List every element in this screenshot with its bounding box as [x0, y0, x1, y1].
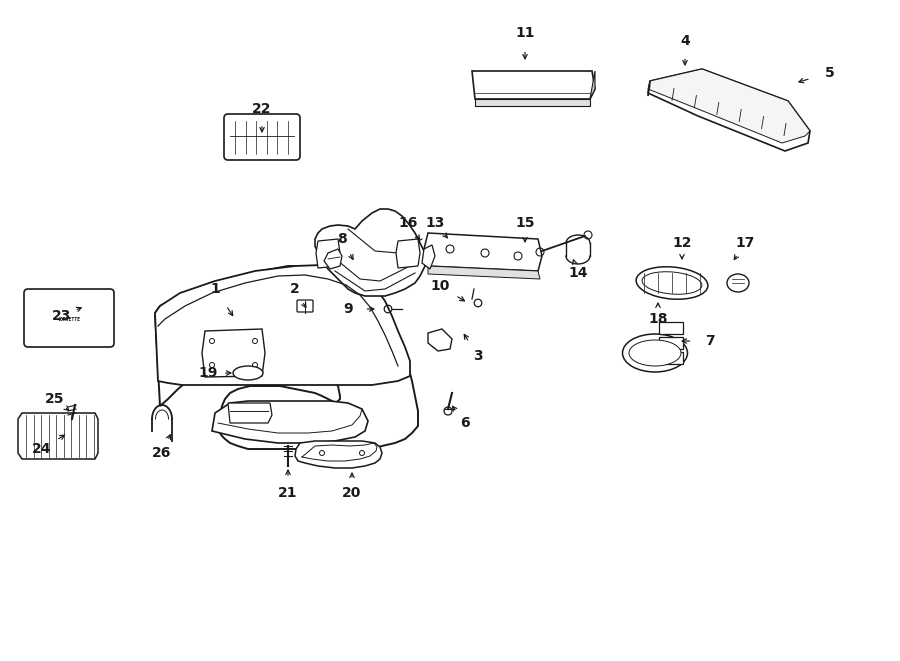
- Text: 11: 11: [515, 26, 535, 40]
- Ellipse shape: [623, 334, 688, 372]
- Text: 6: 6: [460, 416, 470, 430]
- FancyBboxPatch shape: [297, 300, 313, 312]
- Polygon shape: [295, 441, 382, 468]
- Text: 18: 18: [648, 312, 668, 326]
- Text: 8: 8: [338, 232, 346, 246]
- Text: 24: 24: [32, 442, 52, 456]
- Polygon shape: [648, 69, 810, 151]
- FancyBboxPatch shape: [659, 352, 683, 364]
- Polygon shape: [155, 266, 418, 449]
- Text: 7: 7: [706, 334, 715, 348]
- Polygon shape: [396, 239, 420, 268]
- Polygon shape: [316, 239, 340, 268]
- FancyBboxPatch shape: [24, 289, 114, 347]
- Text: 14: 14: [568, 266, 588, 280]
- Polygon shape: [315, 209, 425, 296]
- Polygon shape: [324, 249, 342, 269]
- Polygon shape: [472, 71, 595, 99]
- Text: CORVETTE: CORVETTE: [58, 317, 80, 321]
- FancyBboxPatch shape: [224, 114, 300, 160]
- Text: 26: 26: [152, 446, 172, 460]
- Text: 1: 1: [210, 282, 220, 296]
- FancyBboxPatch shape: [659, 337, 683, 349]
- Text: 2: 2: [290, 282, 300, 296]
- Ellipse shape: [629, 340, 681, 366]
- Text: 15: 15: [515, 216, 535, 230]
- Text: 4: 4: [680, 34, 690, 48]
- Polygon shape: [428, 329, 452, 351]
- Polygon shape: [648, 69, 810, 143]
- Polygon shape: [475, 99, 590, 106]
- Text: 17: 17: [735, 236, 755, 250]
- FancyBboxPatch shape: [659, 322, 683, 334]
- Text: 10: 10: [430, 279, 450, 293]
- Polygon shape: [228, 403, 272, 423]
- Polygon shape: [212, 401, 368, 443]
- Polygon shape: [428, 266, 540, 279]
- Ellipse shape: [642, 272, 702, 294]
- Text: 3: 3: [473, 349, 482, 363]
- Polygon shape: [648, 81, 650, 96]
- Text: 16: 16: [399, 216, 418, 230]
- Text: 12: 12: [672, 236, 692, 250]
- Ellipse shape: [233, 366, 263, 380]
- Text: 9: 9: [343, 302, 353, 316]
- Ellipse shape: [727, 274, 749, 292]
- Polygon shape: [155, 265, 410, 385]
- Polygon shape: [422, 245, 435, 269]
- Text: 22: 22: [252, 102, 272, 116]
- Text: 23: 23: [52, 309, 72, 323]
- Polygon shape: [18, 413, 98, 459]
- Text: 13: 13: [426, 216, 445, 230]
- Text: 19: 19: [198, 366, 218, 380]
- Text: 5: 5: [825, 66, 835, 80]
- Ellipse shape: [636, 267, 708, 299]
- Polygon shape: [590, 71, 595, 99]
- Text: 20: 20: [342, 486, 362, 500]
- Text: 21: 21: [278, 486, 298, 500]
- Text: 25: 25: [45, 392, 65, 406]
- Polygon shape: [424, 233, 542, 271]
- Polygon shape: [202, 329, 265, 377]
